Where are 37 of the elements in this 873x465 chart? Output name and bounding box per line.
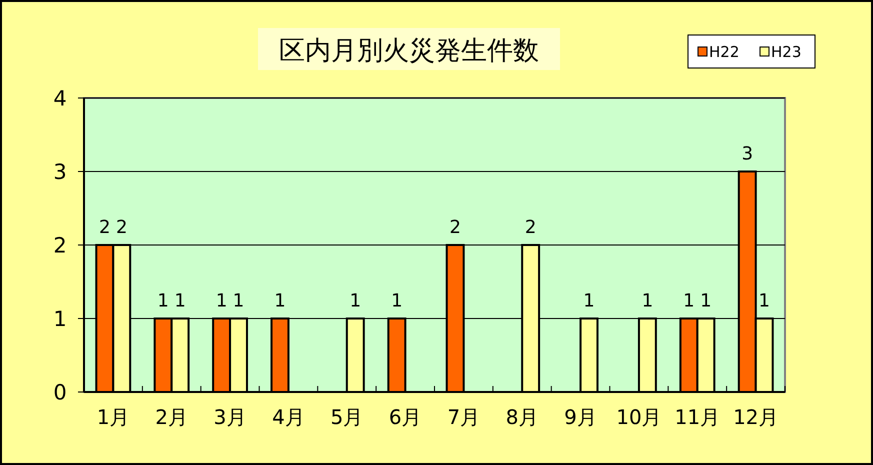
x-tick-label: 7月 — [447, 405, 480, 429]
data-label: 2 — [116, 217, 128, 238]
data-label: 2 — [524, 217, 536, 238]
data-label: 1 — [391, 290, 403, 312]
x-tick-label: 11月 — [674, 405, 720, 429]
data-label: 1 — [758, 290, 770, 312]
x-tick-label: 5月 — [330, 405, 364, 429]
data-label: 1 — [232, 290, 244, 312]
x-tick-label: 8月 — [506, 405, 538, 429]
y-tick-label: 3 — [53, 160, 67, 184]
x-tick-label: 12月 — [733, 405, 779, 429]
x-tick-label: 2月 — [155, 405, 188, 429]
legend-label: H23 — [771, 43, 802, 61]
y-tick-label: 2 — [53, 233, 67, 258]
data-label: 1 — [583, 290, 595, 312]
x-tick-label: 3月 — [214, 405, 246, 429]
data-label: 1 — [683, 290, 695, 312]
legend-label: H22 — [709, 43, 740, 61]
data-label: 3 — [742, 144, 754, 164]
data-label: 1 — [274, 290, 286, 312]
data-label: 2 — [450, 217, 461, 238]
x-tick-label: 6月 — [388, 405, 422, 429]
x-tick-label: 1月 — [96, 405, 130, 429]
x-tick-label: 10月 — [616, 405, 662, 429]
y-tick-label: 0 — [53, 380, 67, 404]
data-label: 1 — [157, 290, 169, 312]
data-label: 1 — [216, 290, 228, 312]
data-label: 1 — [350, 290, 362, 312]
y-tick-label: 4 — [53, 86, 67, 110]
x-tick-label: 9月 — [564, 405, 597, 429]
chart-title: 区内月別火災発生件数 — [279, 36, 539, 66]
data-label: 1 — [700, 290, 712, 312]
data-label: 1 — [642, 290, 654, 312]
data-label: 1 — [174, 290, 186, 312]
y-tick-label: 1 — [53, 306, 67, 331]
x-tick-label: 4月 — [272, 405, 305, 429]
data-label: 2 — [99, 217, 110, 238]
